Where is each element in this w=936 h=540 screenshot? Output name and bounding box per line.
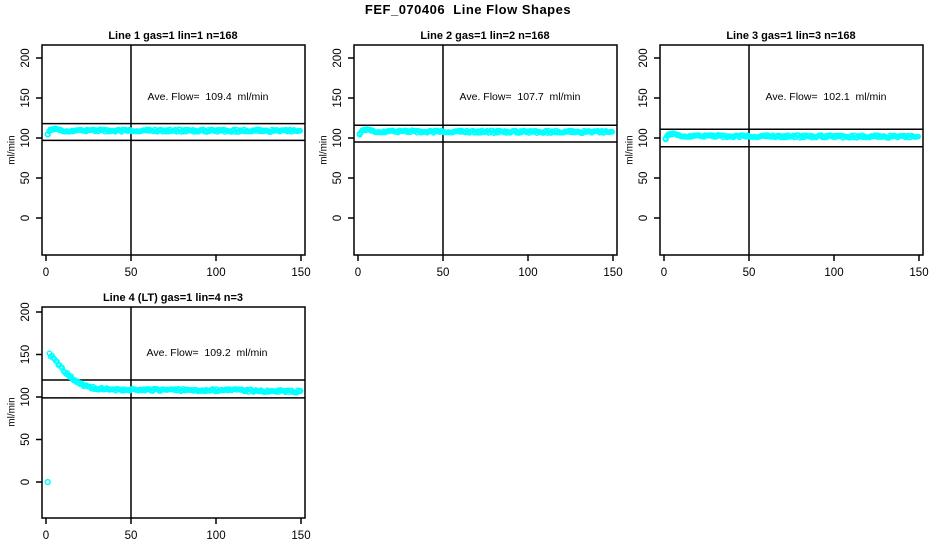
y-tick-label: 100 xyxy=(20,387,32,406)
y-tick-label: 200 xyxy=(638,48,650,67)
panel3-ave-flow-annotation: Ave. Flow= 102.1 ml/min xyxy=(765,91,887,103)
y-tick-label: 150 xyxy=(20,88,32,107)
panel-line4-plot: 0 50 100 150 0 50 100 150 200 xyxy=(20,302,311,540)
y-tick-label: 200 xyxy=(332,48,344,67)
x-tick-label: 0 xyxy=(661,267,667,279)
panel-line3-plot: 0 50 100 150 0 50 100 150 200 xyxy=(638,44,929,279)
x-tick-label: 100 xyxy=(518,267,537,279)
panel2-y-axis-label: ml/min xyxy=(318,135,330,165)
y-tick-label: 0 xyxy=(332,215,344,221)
panel1-title: Line 1 gas=1 lin=1 n=168 xyxy=(108,30,238,42)
x-tick-label: 150 xyxy=(603,267,622,279)
y-tick-label: 200 xyxy=(20,302,32,321)
y-tick-label: 50 xyxy=(20,172,32,185)
x-tick-label: 50 xyxy=(743,267,756,279)
x-tick-label: 100 xyxy=(206,267,225,279)
y-tick-label: 50 xyxy=(332,172,344,185)
y-tick-label: 150 xyxy=(638,88,650,107)
pan3-y-axis-label: ml/min xyxy=(624,135,636,165)
y-tick-label: 100 xyxy=(332,128,344,147)
x-tick-label: 0 xyxy=(43,267,49,279)
y-tick-label: 0 xyxy=(20,479,32,485)
x-tick-label: 100 xyxy=(824,267,843,279)
x-tick-label: 150 xyxy=(291,530,310,540)
x-tick-label: 50 xyxy=(125,267,138,279)
y-tick-label: 150 xyxy=(20,345,32,364)
y-tick-label: 50 xyxy=(20,433,32,446)
y-tick-label: 50 xyxy=(638,172,650,185)
figure-title: FEF_070406 Line Flow Shapes xyxy=(364,2,572,17)
panel2-title: Line 2 gas=1 lin=2 n=168 xyxy=(420,30,550,42)
panel3-title: Line 3 gas=1 lin=3 n=168 xyxy=(726,30,856,42)
y-tick-label: 200 xyxy=(20,48,32,67)
y-tick-label: 150 xyxy=(332,88,344,107)
panel-line1-plot: 0 50 100 150 0 50 100 150 200 xyxy=(20,44,311,279)
x-tick-label: 150 xyxy=(909,267,928,279)
panel1-ave-flow-annotation: Ave. Flow= 109.4 ml/min xyxy=(147,91,269,103)
panel4-ave-flow-annotation: Ave. Flow= 109.2 ml/min xyxy=(146,347,268,359)
x-tick-label: 100 xyxy=(206,530,225,540)
y-tick-label: 100 xyxy=(20,128,32,147)
panel4-title: Line 4 (LT) gas=1 lin=4 n=3 xyxy=(102,292,244,304)
panel4-y-axis-label: ml/min xyxy=(6,397,18,427)
y-tick-label: 0 xyxy=(20,215,32,221)
panel-line2-plot: 0 50 100 150 0 50 100 150 200 xyxy=(332,44,623,279)
panel1-y-axis-label: ml/min xyxy=(6,135,18,165)
panel2-ave-flow-annotation: Ave. Flow= 107.7 ml/min xyxy=(459,91,581,103)
y-tick-label: 100 xyxy=(638,128,650,147)
x-tick-label: 50 xyxy=(437,267,450,279)
x-tick-label: 0 xyxy=(355,267,361,279)
x-tick-label: 50 xyxy=(125,530,138,540)
y-tick-label: 0 xyxy=(638,215,650,221)
x-tick-label: 0 xyxy=(43,530,49,540)
x-tick-label: 150 xyxy=(291,267,310,279)
